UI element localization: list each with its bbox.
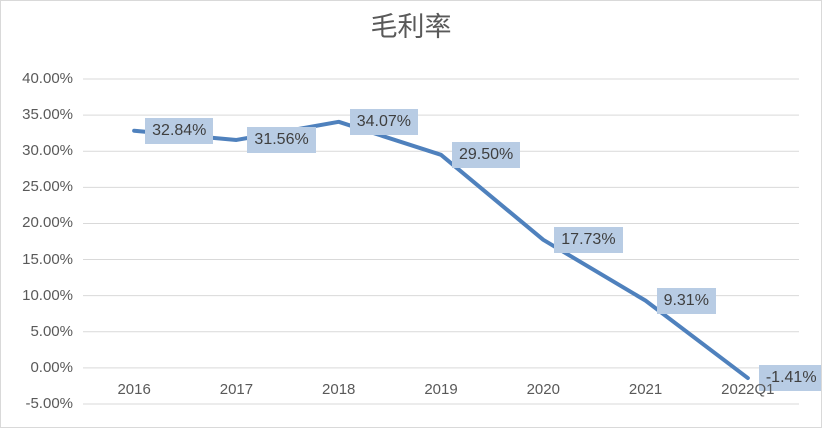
y-axis-tick-label: 20.00% [22,214,73,232]
y-axis: 40.00% 35.00% 30.00% 25.00% 20.00% 15.00% 10.0… [1,1,73,427]
chart-title: 毛利率 [370,12,452,42]
data-label: 34.07% [349,108,418,135]
data-label: 17.73% [554,226,623,253]
data-label: 32.84% [145,117,214,144]
y-axis-tick-label: 25.00% [22,178,73,196]
y-axis-tick-label: 15.00% [22,250,73,268]
y-axis-tick-label: 10.00% [22,286,73,304]
y-axis-tick-label: 35.00% [22,106,73,124]
y-axis-tick-label: 40.00% [22,70,73,87]
y-axis-tick-label: -5.00% [25,395,73,412]
y-axis-tick-label: 0.00% [30,358,73,376]
series-line [132,119,750,381]
data-label: 31.56% [247,126,316,153]
y-axis-tick-label: 5.00% [30,322,73,340]
y-axis-tick-label: 30.00% [22,142,73,160]
data-label: 29.50% [452,141,521,168]
data-label: -1.41% [758,365,821,392]
data-label: 9.31% [656,287,716,314]
